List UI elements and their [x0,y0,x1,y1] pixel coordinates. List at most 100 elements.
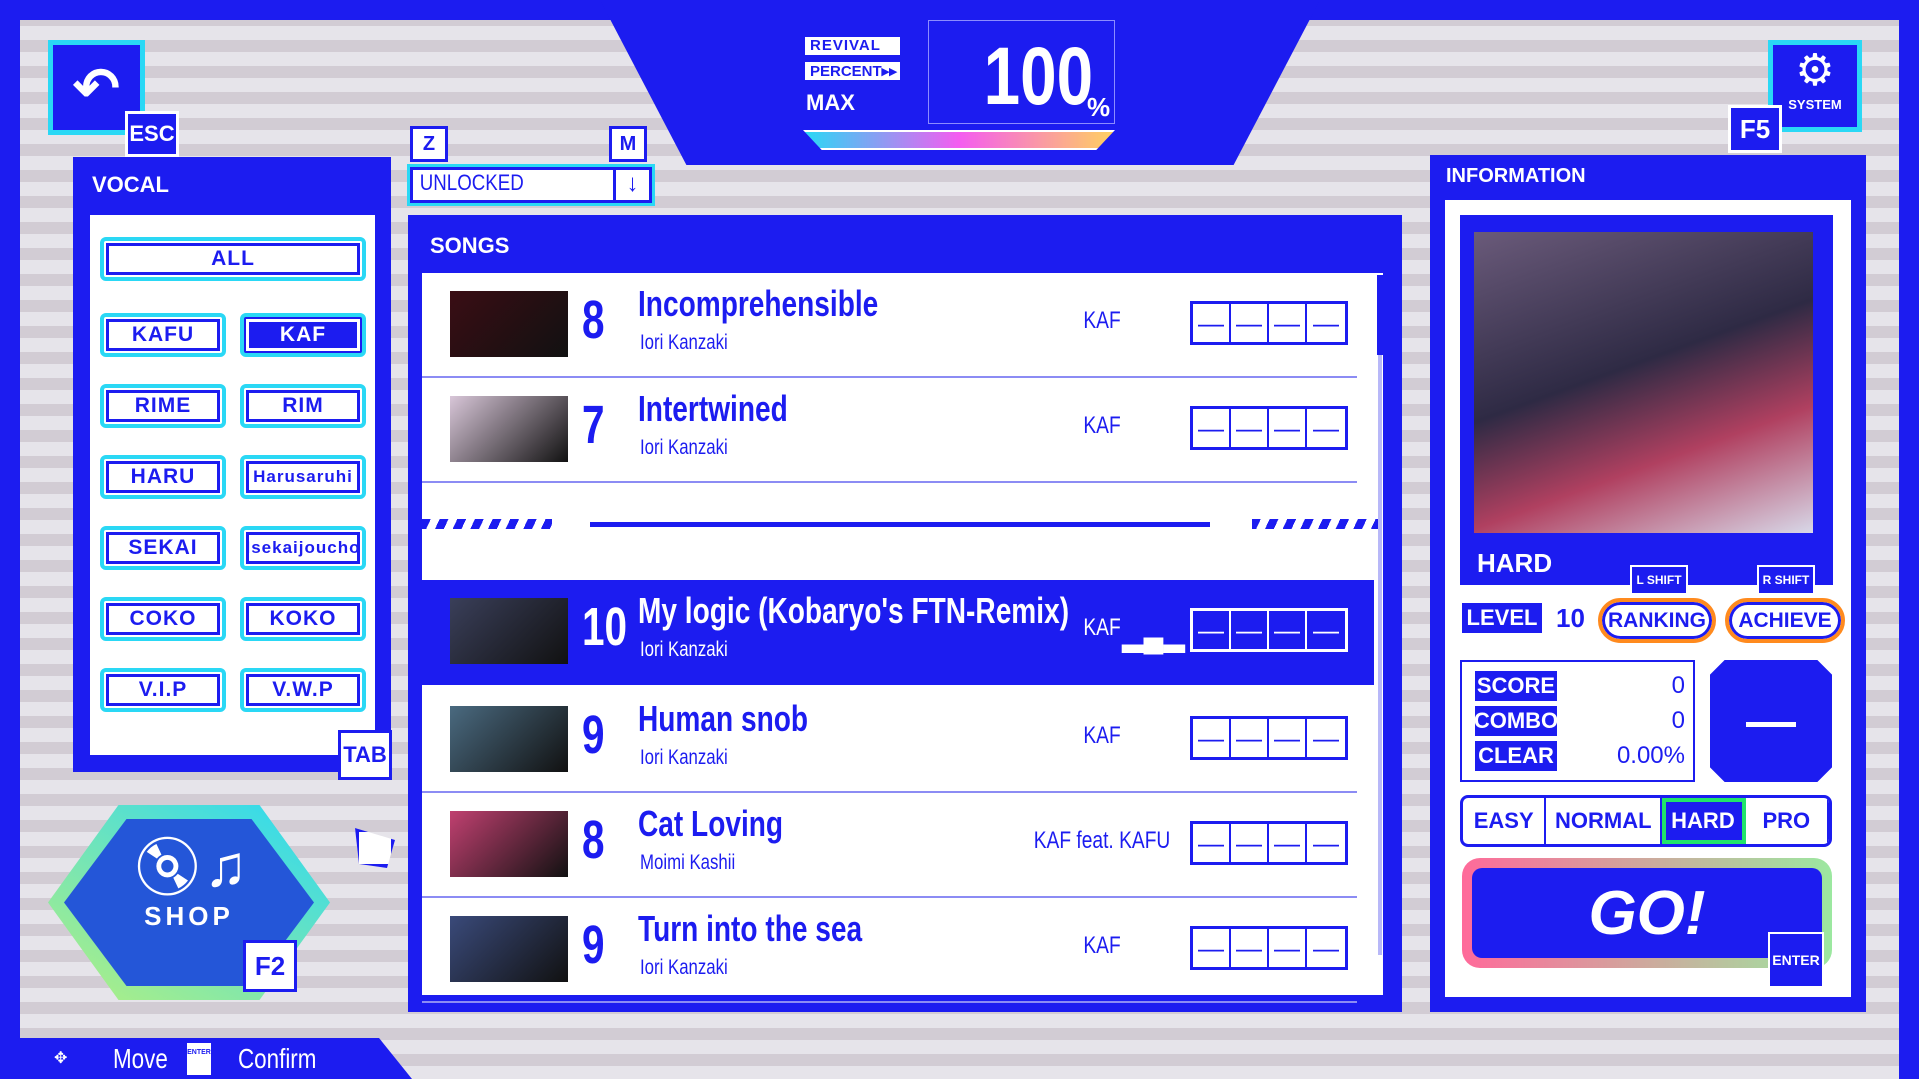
vocal-filter-vip[interactable]: V.I.P [100,668,226,712]
dropdown-value: UNLOCKED [419,170,524,195]
tab-key-badge: TAB [338,730,392,780]
arrow-down-icon: ↓ [613,170,649,200]
song-level: 8 [582,810,605,870]
vocal-filter-all[interactable]: ALL [100,237,366,281]
difficulty-tab-hard[interactable]: HARD [1662,798,1746,844]
revival-gauge [803,130,1115,150]
vocal-filter-isekaijoucho[interactable]: Isekaijoucho [240,526,366,570]
vocal-title: VOCAL [92,172,169,197]
gear-icon: ⚙ [1795,46,1835,95]
system-label: SYSTEM [1788,97,1842,112]
song-title: Intertwined [638,388,788,429]
vocal-filter-kafu[interactable]: KAFU [100,313,226,357]
system-button[interactable]: ⚙ SYSTEM [1768,40,1862,132]
song-grade-boxes: — — — — [1190,821,1348,865]
max-label: MAX [806,90,855,115]
vocal-filter-rime[interactable]: RIME [100,384,226,428]
m-key-badge: M [609,126,647,162]
song-row[interactable]: 9 Human snob Iori Kanzaki KAF — — — — [422,688,1357,793]
chart-stats-icon[interactable]: ▂▄▂ [1122,621,1185,652]
vocal-filter-kaf[interactable]: KAF [240,313,366,357]
clear-label: CLEAR [1475,741,1557,771]
l-shift-badge: L SHIFT [1630,565,1688,595]
difficulty-tab-pro[interactable]: PRO [1746,798,1829,844]
right-frame [1899,0,1919,1079]
difficulty-tabs: EASY NORMAL HARD PRO [1460,795,1832,847]
song-level: 10 [582,597,628,657]
song-title: Cat Loving [638,803,784,844]
song-artist: Iori Kanzaki [640,638,728,661]
back-arrow-icon: ↶ [73,55,120,119]
vocal-filter-rim[interactable]: RIM [240,384,366,428]
song-grade-boxes: — — — — [1190,716,1348,760]
vocal-filter-haru[interactable]: HARU [100,455,226,499]
ranking-button[interactable]: RANKING [1598,598,1716,643]
footer-move: Move [113,1043,168,1074]
jacket-difficulty: HARD [1477,548,1553,578]
song-grade-boxes: — — — — [1190,301,1348,345]
combo-label: COMBO [1474,706,1558,736]
song-grade-boxes: — — — — [1190,608,1348,652]
rank-value: — [1746,693,1796,749]
enter-key-badge: ENTER [1768,932,1824,988]
song-grade-boxes: — — — — [1190,926,1348,970]
song-row[interactable]: 9 Turn into the sea Iori Kanzaki KAF — — —… [422,898,1357,1003]
revival-value-frame [928,20,1115,124]
song-jacket-thumbnail [450,916,568,982]
songs-scrollbar[interactable] [1377,275,1383,355]
information-title: INFORMATION [1446,165,1586,187]
dpad-icon: ✥ [54,1050,68,1067]
level-label: LEVEL [1462,603,1542,633]
esc-key-badge: ESC [125,111,179,157]
combo-value: 0 [1671,707,1685,734]
song-jacket-thumbnail [450,706,568,772]
difficulty-tab-easy[interactable]: EASY [1463,798,1547,844]
score-label: SCORE [1475,671,1557,701]
song-vocal: KAF [1083,307,1121,334]
score-box [1460,660,1695,782]
vocal-filter-sekai[interactable]: SEKAI [100,526,226,570]
song-row[interactable]: 10 My logic (Kobaryo's FTN-Remix) Iori K… [414,580,1374,685]
song-row[interactable]: 8 Incomprehensible Iori Kanzaki KAF — — — — [422,273,1357,378]
vocal-filter-coko[interactable]: COKO [100,597,226,641]
section-divider [422,519,1382,533]
song-artist: Iori Kanzaki [640,436,728,459]
revival-value: 100 [983,31,1094,122]
revival-label: REVIVAL [805,37,900,55]
song-title: Incomprehensible [638,283,879,324]
vocal-filter-harusaruhi[interactable]: Harusaruhi [240,455,366,499]
achieve-button[interactable]: ACHIEVE [1725,598,1845,643]
rank-box: — [1710,660,1832,782]
vocal-filter-vwp[interactable]: V.W.P [240,668,366,712]
enter-icon: ENTER [187,1043,211,1075]
shop-label: SHOP [144,901,234,931]
percent-label: PERCENT▸▸ [805,62,900,80]
song-vocal: KAF [1083,932,1121,959]
vocal-filter-koko[interactable]: KOKO [240,597,366,641]
song-title: My logic (Kobaryo's FTN-Remix) [638,590,1070,631]
song-level: 9 [582,915,605,975]
song-artist: Iori Kanzaki [640,956,728,979]
song-jacket-thumbnail [450,811,568,877]
unlock-filter-dropdown[interactable]: UNLOCKED ↓ [407,164,655,206]
score-value: 0 [1671,672,1685,699]
song-jacket-thumbnail [450,598,568,664]
song-row[interactable]: 7 Intertwined Iori Kanzaki KAF — — — — [422,378,1357,483]
left-frame [0,0,20,1079]
song-level: 9 [582,705,605,765]
clear-value: 0.00% [1616,742,1685,769]
go-button[interactable]: GO! [1462,858,1832,968]
song-vocal: KAF [1083,614,1121,641]
difficulty-tab-normal[interactable]: NORMAL [1546,798,1663,844]
song-vocal: KAF [1083,722,1121,749]
cursor-icon [355,828,395,868]
song-jacket-thumbnail [450,291,568,357]
song-row[interactable]: 8 Cat Loving Moimi Kashii KAF feat. KAFU… [422,793,1357,898]
f2-key-badge: F2 [243,940,297,992]
song-vocal: KAF [1083,412,1121,439]
song-artist: Moimi Kashii [640,851,736,874]
song-level: 8 [582,290,605,350]
songs-title: SONGS [430,233,510,258]
f5-key-badge: F5 [1728,105,1782,153]
song-artist: Iori Kanzaki [640,331,728,354]
